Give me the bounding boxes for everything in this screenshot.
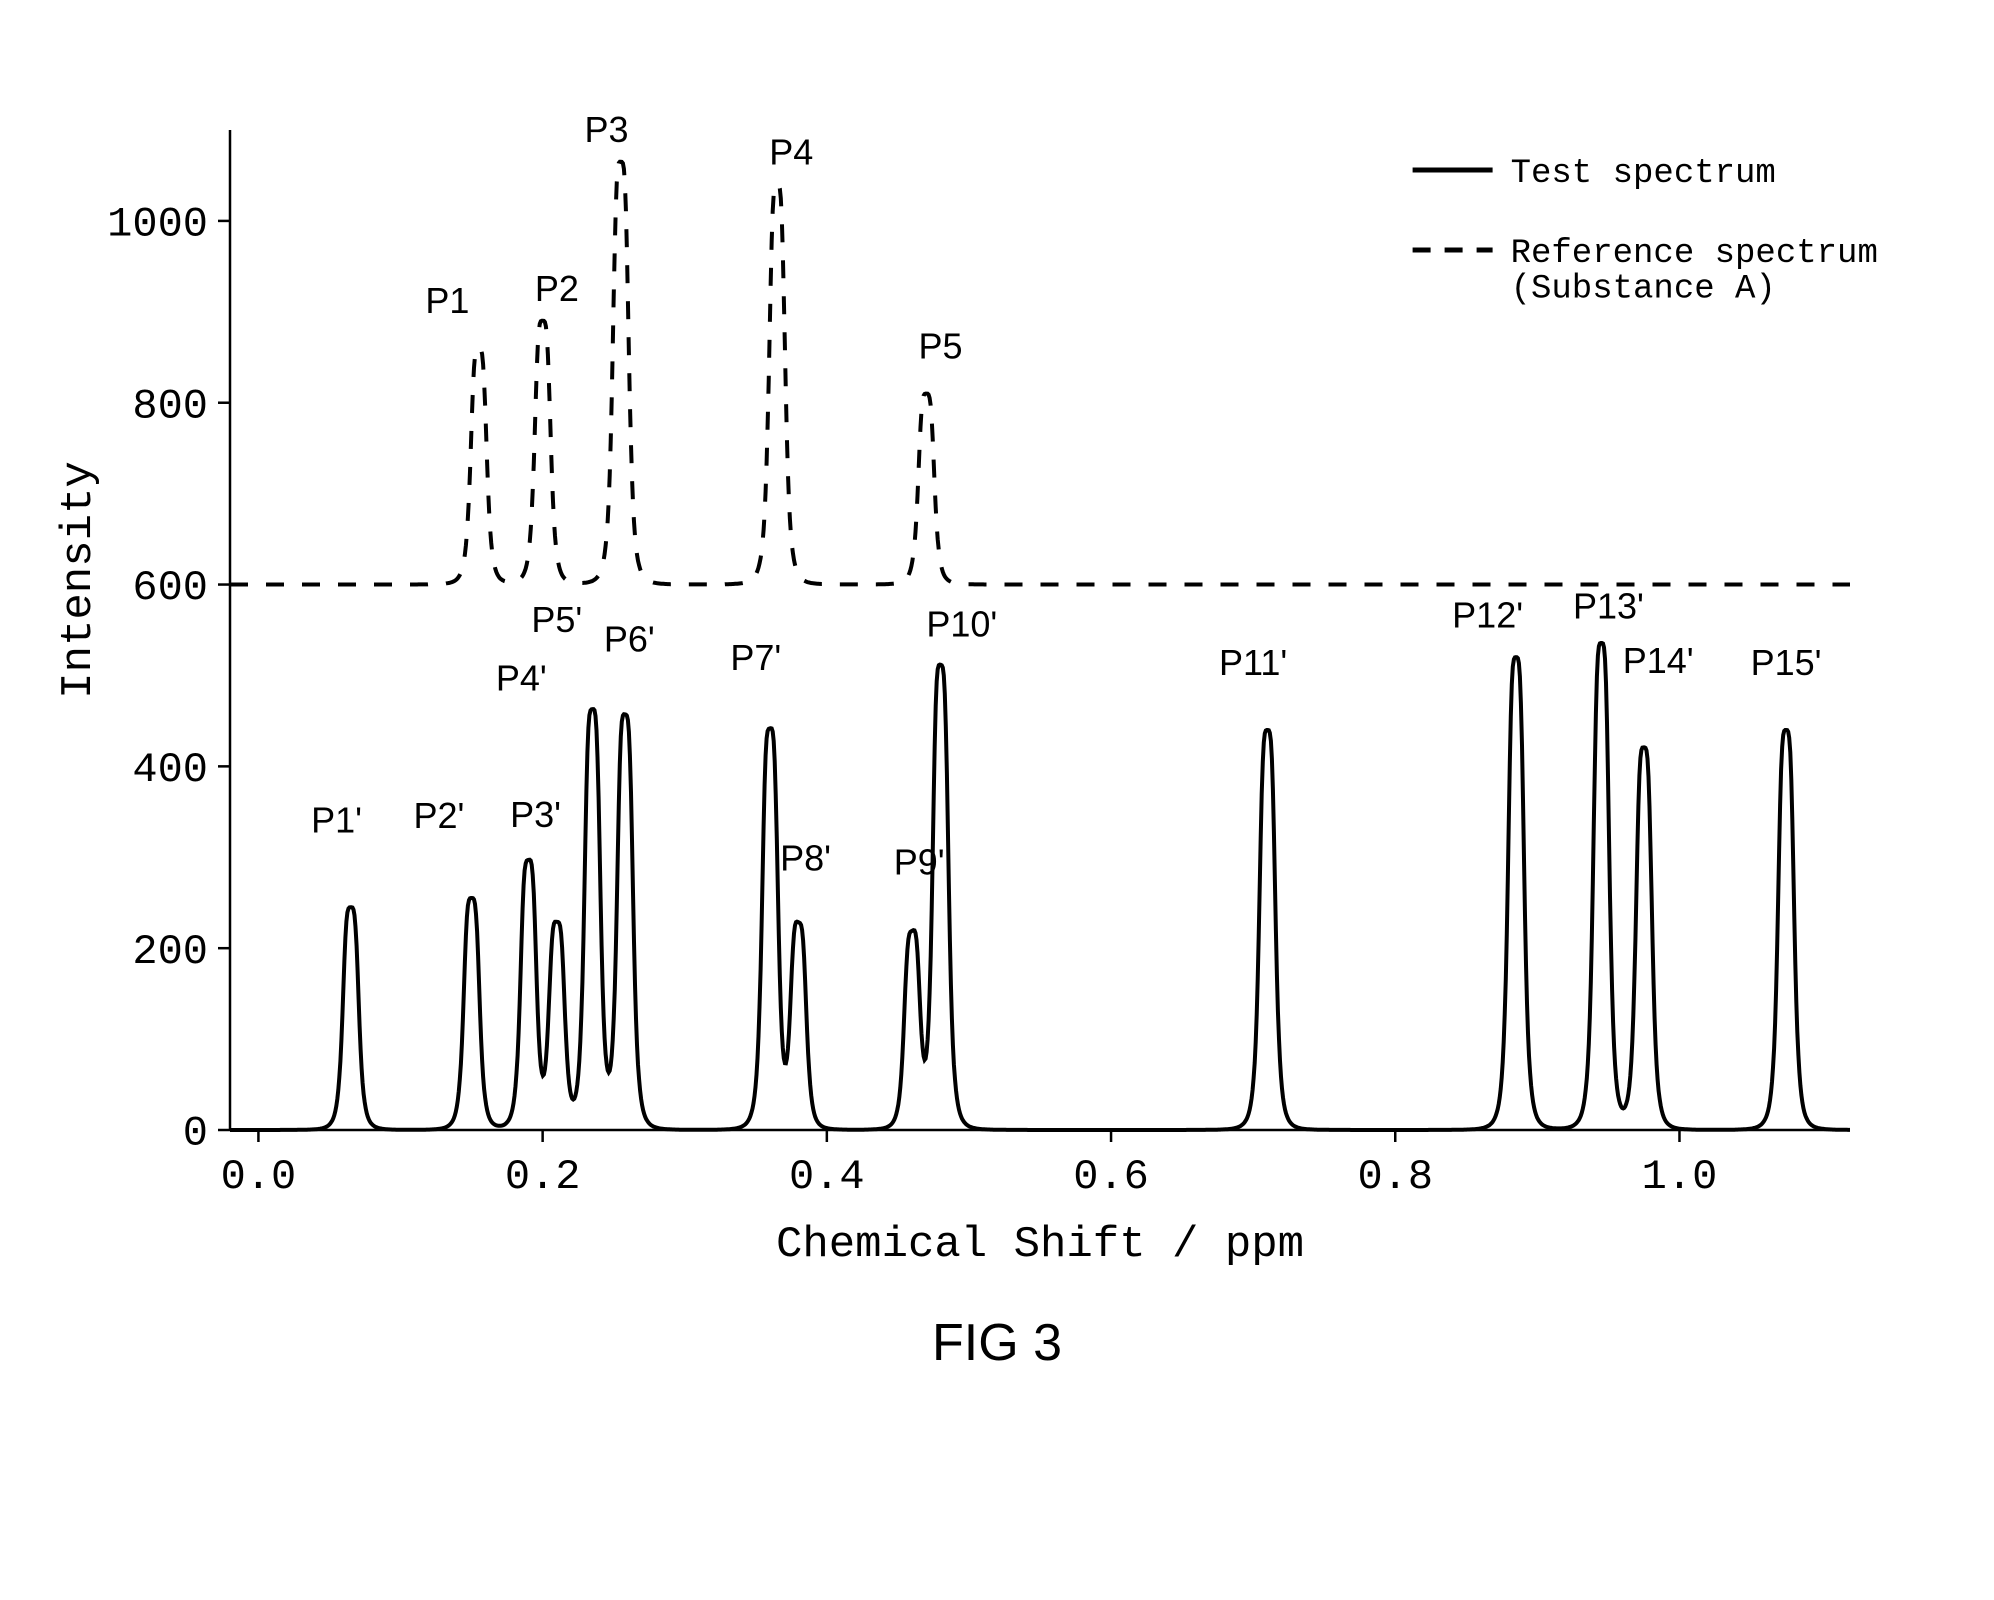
svg-text:800: 800 <box>132 382 208 430</box>
svg-text:Test spectrum: Test spectrum <box>1511 155 1776 193</box>
svg-text:Intensity: Intensity <box>54 461 104 699</box>
spectrum-chart: 0.0 0.2 0.4 0.6 0.8 1.0 0 200 400 600 800 1000 Chemi… <box>0 0 1994 1600</box>
svg-text:P8': P8' <box>780 837 831 878</box>
svg-text:P1': P1' <box>311 799 362 840</box>
svg-text:0.2: 0.2 <box>505 1153 581 1201</box>
svg-text:P9': P9' <box>894 842 945 883</box>
svg-text:P2: P2 <box>535 268 579 309</box>
svg-text:P11': P11' <box>1219 642 1287 683</box>
svg-text:400: 400 <box>132 746 208 794</box>
svg-text:FIG 3: FIG 3 <box>932 1314 1062 1372</box>
svg-text:P15': P15' <box>1751 642 1822 683</box>
svg-text:1.0: 1.0 <box>1642 1153 1718 1201</box>
svg-text:0: 0 <box>183 1110 208 1158</box>
svg-text:200: 200 <box>132 928 208 976</box>
svg-text:P5': P5' <box>531 599 582 640</box>
svg-text:P13': P13' <box>1573 586 1644 627</box>
svg-text:P2': P2' <box>413 795 464 836</box>
chart-container: { "canvas": { "width": 1994, "height": 1… <box>0 0 1994 1600</box>
svg-text:P4: P4 <box>769 132 813 173</box>
svg-text:1000: 1000 <box>107 201 208 249</box>
svg-text:0.8: 0.8 <box>1357 1153 1433 1201</box>
svg-text:P4': P4' <box>496 657 547 698</box>
svg-text:Chemical Shift / ppm: Chemical Shift / ppm <box>776 1220 1304 1270</box>
svg-text:P3': P3' <box>510 794 561 835</box>
svg-text:P1: P1 <box>425 280 469 321</box>
svg-text:P6': P6' <box>604 618 655 659</box>
svg-text:P10': P10' <box>926 603 997 644</box>
svg-text:P3: P3 <box>585 109 629 150</box>
svg-text:P12': P12' <box>1452 594 1523 635</box>
svg-text:600: 600 <box>132 564 208 612</box>
svg-text:P14': P14' <box>1623 640 1694 681</box>
svg-text:P5: P5 <box>919 326 963 367</box>
svg-text:0.4: 0.4 <box>789 1153 865 1201</box>
svg-text:0.6: 0.6 <box>1073 1153 1149 1201</box>
svg-text:P7': P7' <box>730 637 781 678</box>
svg-text:0.0: 0.0 <box>221 1153 297 1201</box>
